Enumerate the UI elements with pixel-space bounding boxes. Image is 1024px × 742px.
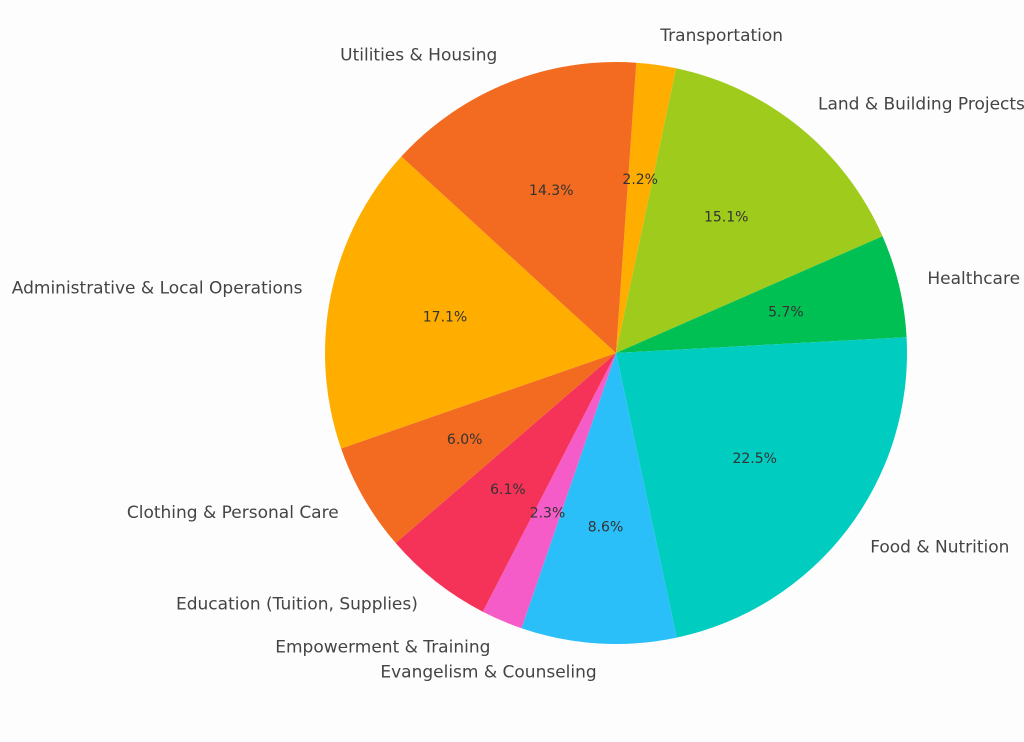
pie-slice-administrative-local-operations <box>324 156 616 449</box>
category-labels-layer: Transportation Land & Building Projects He… <box>12 26 1024 683</box>
percent-labels-layer: 2.2% 15.1% 5.7% 22.5% 8.6% 2.3%6.1% 6.0% 17.1% 1… <box>423 172 804 535</box>
slice-category-label: Transportation <box>659 26 783 46</box>
pie-slice-transportation <box>616 62 677 354</box>
slice-category-label: Evangelism & Counseling <box>380 663 596 683</box>
slice-percent-label: 6.0% <box>447 432 483 448</box>
pie-slice-empowerment-training <box>482 353 616 629</box>
pie-slice-healthcare <box>616 236 907 353</box>
slice-category-label: Land & Building Projects <box>818 95 1024 115</box>
slice-percent-label: 8.6% <box>588 519 624 535</box>
slice-percent-label: 2.3% <box>530 506 566 522</box>
pie-slice-food-nutrition <box>616 337 908 638</box>
slice-category-label: Administrative & Local Operations <box>12 278 303 298</box>
slice-percent-label: 22.5% <box>732 451 776 467</box>
pie-slice-evangelism-counseling <box>521 353 677 644</box>
slice-percent-label: 14.3% <box>529 183 573 199</box>
slice-category-label: Utilities & Housing <box>340 46 497 66</box>
slice-percent-label: 5.7% <box>768 305 804 321</box>
pie-slice-education-tuition-supplies <box>395 353 616 612</box>
slice-percent-label: 17.1% <box>423 310 467 326</box>
slice-category-label: Healthcare <box>927 269 1020 289</box>
slice-category-label: Food & Nutrition <box>870 538 1009 558</box>
pie-slice-clothing-personal-care <box>341 353 616 544</box>
pie-slice-land-building-projects <box>616 68 883 353</box>
pie-slice-utilities-housing <box>401 62 637 353</box>
slice-percent-label: 2.2% <box>622 172 658 188</box>
slice-category-label: Clothing & Personal Care <box>127 503 339 523</box>
slice-category-label: Empowerment & Training <box>275 637 490 657</box>
slice-category-label: Education (Tuition, Supplies) <box>176 594 418 614</box>
slice-percent-label: 6.1% <box>490 482 526 498</box>
slices-layer <box>324 62 908 644</box>
slice-percent-label: 15.1% <box>704 210 748 226</box>
